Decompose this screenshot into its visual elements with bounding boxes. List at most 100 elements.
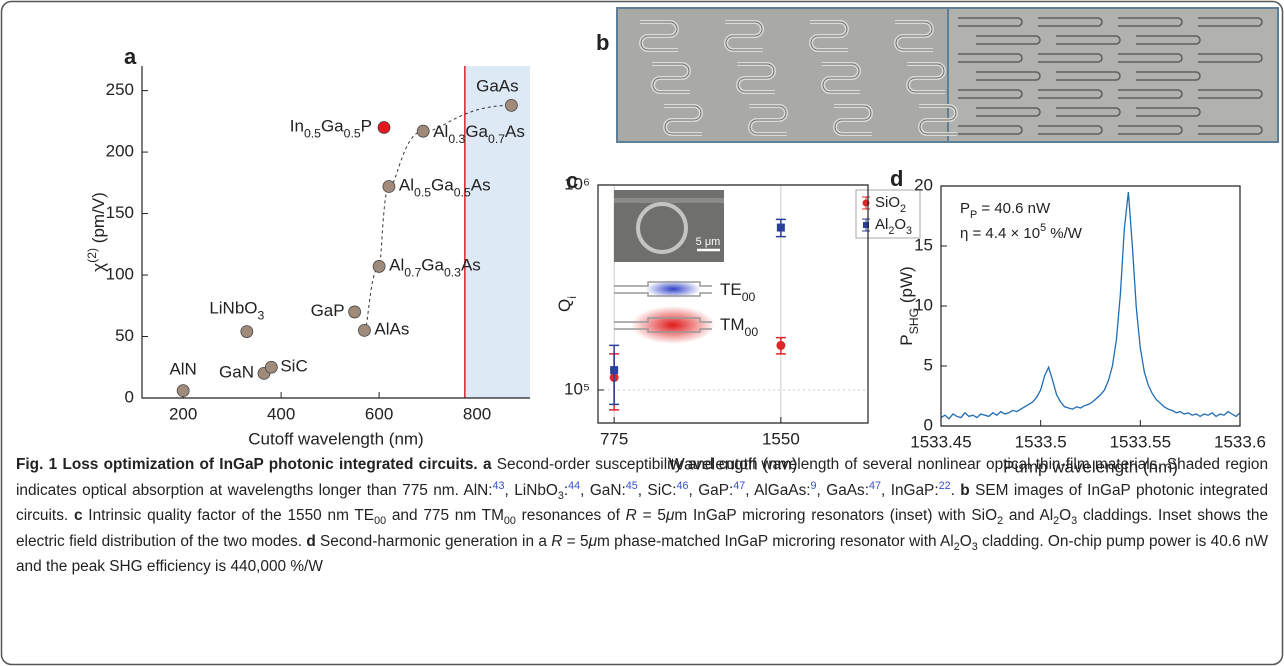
point-label: Al0.5Ga0.5As: [399, 176, 491, 200]
x-tick-label: 1533.6: [1214, 432, 1266, 451]
sem-feature: [1056, 71, 1121, 81]
sem-feature: [958, 17, 1023, 27]
sem-feature: [737, 63, 775, 93]
x-tick-label: 200: [169, 404, 197, 423]
caption-run: O: [959, 532, 972, 550]
y-tick-label: 200: [106, 142, 134, 161]
caption-run: 46: [676, 479, 689, 492]
sem-feature: [640, 21, 678, 51]
mode-label: TE00: [720, 280, 756, 304]
y-axis-label: PSHG (pW): [897, 266, 921, 345]
point: [358, 323, 371, 337]
axis: [940, 185, 1241, 427]
y-tick-label: 10⁶: [564, 174, 590, 193]
inset-band: [614, 198, 724, 203]
caption-run: , LiNbO: [504, 481, 558, 499]
error-bar: [609, 344, 620, 406]
y-tick-label: 10: [914, 295, 933, 314]
sem-images: [616, 7, 1279, 143]
legend-swatch: [863, 222, 869, 228]
sem-feature: [976, 35, 1041, 45]
caption-run: 3: [971, 540, 978, 553]
caption-run: O: [1059, 507, 1072, 524]
caption-run: m InGaP microring resonators (inset) wit…: [674, 507, 998, 524]
sem-feature: [834, 105, 872, 135]
y-tick-label: 150: [106, 203, 134, 222]
caption-run: 3: [1071, 515, 1078, 528]
sem-feature: [907, 63, 945, 93]
point-label: GaN: [219, 363, 254, 382]
sem-feature: [725, 21, 763, 51]
caption-run: d: [306, 532, 316, 550]
sem-feature: [1198, 17, 1263, 27]
caption-run: Second-harmonic generation in a: [315, 532, 552, 550]
caption-run: 2: [953, 540, 960, 553]
y-tick-label: 100: [106, 265, 134, 284]
caption-run: , GaP:: [688, 481, 734, 499]
x-tick-label: 1533.5: [1015, 432, 1067, 451]
x-tick-label: 800: [463, 404, 491, 423]
sem-feature: [1118, 53, 1183, 63]
annotation: η = 4.4 × 105 %/W: [960, 222, 1083, 242]
mode-label: TM00: [720, 315, 758, 339]
caption-run: claddings. Inset shows the electric fiel…: [16, 507, 1269, 550]
point: [372, 260, 386, 273]
point: [776, 340, 786, 350]
sem-feature: [976, 107, 1041, 117]
caption-run: , GaN:: [580, 481, 626, 499]
caption-run: c: [73, 507, 83, 524]
caption-run: 2: [997, 515, 1004, 528]
sem-feature: [1118, 17, 1183, 27]
caption-run: 47: [733, 479, 746, 492]
caption-run: = 5: [562, 532, 589, 550]
caption-run: Second-order susceptibility and cutoff w…: [16, 456, 1269, 499]
x-tick-label: 1533.55: [1110, 432, 1171, 451]
x-tick-label: 1533.45: [910, 432, 971, 451]
point: [610, 366, 619, 375]
caption-run: R: [551, 532, 563, 550]
legend-box: [855, 189, 921, 239]
waveguide: [614, 281, 712, 297]
shaded-region: [464, 66, 530, 398]
sem-feature: [1136, 71, 1201, 81]
caption-run: 2: [1053, 515, 1060, 528]
sem-feature: [1198, 125, 1263, 135]
caption-run: and 775 nm TM: [386, 507, 504, 524]
caption-run: 45: [625, 479, 638, 492]
waveguide: [614, 317, 712, 333]
sem-feature: [810, 21, 848, 51]
point: [416, 124, 430, 138]
y-axis-label: χ(2) (pm/V): [85, 192, 108, 272]
point-label: GaP: [311, 301, 345, 320]
point: [377, 121, 391, 134]
caption-run: 22: [938, 479, 951, 492]
x-axis-label: Cutoff wavelength (nm): [248, 429, 423, 448]
caption-run: 47: [869, 479, 881, 492]
caption-run: SEM images of InGaP photonic integrated …: [16, 481, 1268, 525]
y-tick-label: 15: [914, 235, 933, 254]
point: [348, 305, 362, 319]
caption-run: cladding. On-chip pump power is 40.6 nW …: [16, 532, 1269, 576]
sem-feature: [958, 125, 1023, 135]
line: [940, 191, 1241, 420]
sem-feature: [1038, 53, 1103, 63]
caption-run: :: [563, 481, 569, 499]
point-label: AlAs: [374, 320, 409, 339]
point: [382, 180, 396, 193]
sem-feature: [919, 105, 957, 135]
panel-label: a: [124, 44, 137, 69]
caption-run: 9: [810, 479, 817, 492]
x-axis-label: Pump wavelength (nm): [1003, 457, 1178, 476]
panel-label: b: [596, 30, 609, 55]
point: [776, 223, 785, 232]
sem-feature: [976, 71, 1041, 81]
caption-run: 43: [492, 479, 505, 492]
point-label: In0.5Ga0.5P: [290, 117, 372, 141]
caption-run: 00: [374, 515, 387, 528]
sem-feature: [1056, 35, 1121, 45]
scale-label: 5 μm: [696, 236, 721, 248]
x-axis-label: Wavelength (nm): [669, 454, 798, 473]
